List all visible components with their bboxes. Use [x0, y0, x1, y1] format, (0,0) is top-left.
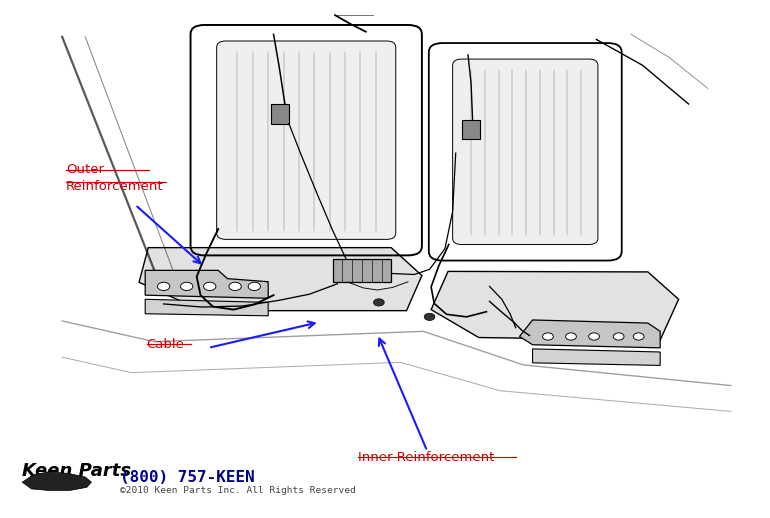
Polygon shape: [139, 248, 422, 311]
Circle shape: [229, 282, 241, 291]
Text: Inner Reinforcement: Inner Reinforcement: [358, 451, 494, 464]
Circle shape: [543, 333, 554, 340]
Circle shape: [373, 299, 384, 306]
Circle shape: [424, 313, 435, 321]
Polygon shape: [333, 259, 391, 282]
Polygon shape: [146, 299, 268, 316]
Polygon shape: [533, 349, 660, 365]
Circle shape: [248, 282, 260, 291]
Polygon shape: [462, 120, 480, 139]
Polygon shape: [431, 271, 678, 340]
Circle shape: [589, 333, 599, 340]
Text: Cable: Cable: [147, 338, 185, 351]
Circle shape: [180, 282, 192, 291]
Text: (800) 757-KEEN: (800) 757-KEEN: [120, 470, 255, 485]
Circle shape: [158, 282, 170, 291]
Polygon shape: [520, 320, 660, 348]
Text: Outer
Reinforcement: Outer Reinforcement: [66, 163, 164, 193]
Circle shape: [203, 282, 216, 291]
FancyBboxPatch shape: [453, 59, 598, 244]
Polygon shape: [22, 472, 92, 491]
Text: ©2010 Keen Parts Inc. All Rights Reserved: ©2010 Keen Parts Inc. All Rights Reserve…: [120, 486, 356, 495]
FancyBboxPatch shape: [216, 41, 396, 239]
Polygon shape: [271, 104, 289, 124]
Circle shape: [633, 333, 644, 340]
Circle shape: [613, 333, 624, 340]
Text: Keen Parts: Keen Parts: [22, 462, 132, 480]
Circle shape: [566, 333, 577, 340]
Polygon shape: [146, 270, 268, 298]
